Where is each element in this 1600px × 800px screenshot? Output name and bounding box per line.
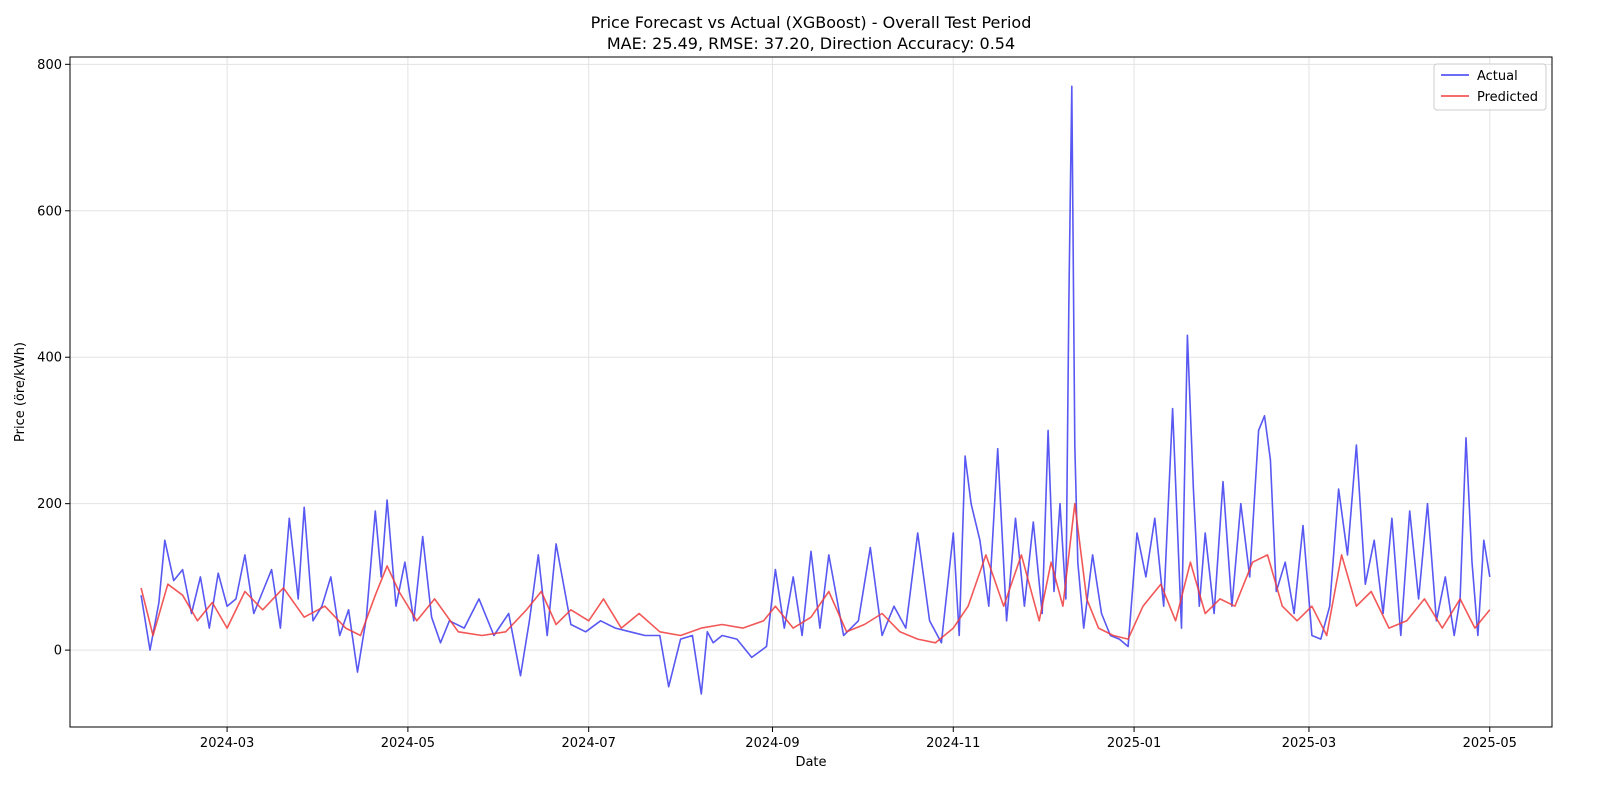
x-tick-label: 2025-03: [1282, 736, 1336, 751]
x-tick-label: 2024-09: [745, 736, 799, 751]
x-tick-label: 2024-03: [200, 736, 254, 751]
plot-area-frame: [69, 56, 1553, 728]
chart-title: Price Forecast vs Actual (XGBoost) - Ove…: [591, 13, 1032, 32]
series-line-actual: [140, 85, 1491, 695]
legend-label-actual: Actual: [1477, 69, 1518, 84]
y-tick-label: 800: [37, 58, 62, 73]
x-tick-label: 2024-05: [381, 736, 435, 751]
y-axis: 0 200 400 600 800: [37, 58, 70, 659]
y-tick-label: 200: [37, 497, 62, 512]
gridlines: [70, 57, 1552, 727]
series-line-predicted: [140, 502, 1491, 644]
y-tick-label: 0: [54, 644, 62, 659]
y-tick-label: 400: [37, 351, 62, 366]
x-axis-label: Date: [795, 755, 826, 770]
x-tick-label: 2025-01: [1107, 736, 1161, 751]
chart-subtitle: MAE: 25.49, RMSE: 37.20, Direction Accur…: [607, 34, 1015, 53]
series-lines: [140, 85, 1491, 695]
x-tick-label: 2025-05: [1463, 736, 1517, 751]
legend: Actual Predicted: [1433, 63, 1547, 111]
x-tick-label: 2024-07: [562, 736, 616, 751]
legend-label-predicted: Predicted: [1477, 90, 1538, 105]
y-tick-label: 600: [37, 204, 62, 219]
y-axis-label: Price (öre/kWh): [13, 342, 28, 442]
x-axis: 2024-03 2024-05 2024-07 2024-09 2024-11 2025-…: [200, 727, 1517, 751]
x-tick-label: 2024-11: [926, 736, 980, 751]
